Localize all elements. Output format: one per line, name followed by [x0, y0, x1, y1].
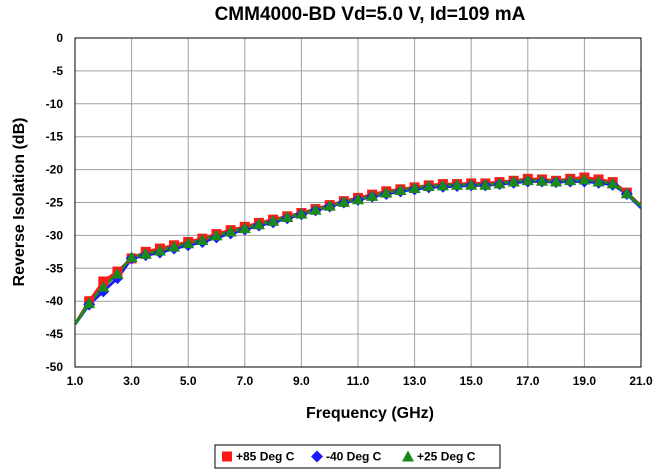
data-point-25-deg-c	[295, 207, 308, 219]
data-point-25-deg-c	[606, 177, 619, 189]
x-tick-label: 19.0	[573, 374, 597, 388]
data-point-25-deg-c	[111, 267, 124, 279]
data-point-25-deg-c	[479, 178, 492, 190]
data-point-25-deg-c	[620, 187, 633, 199]
x-tick-label: 11.0	[347, 374, 370, 388]
legend-box	[214, 444, 501, 469]
data-point-25-deg-c	[252, 218, 265, 230]
data-point-25-deg-c	[309, 203, 322, 215]
data-point-25-deg-c	[408, 182, 421, 194]
y-tick-label: -35	[46, 261, 64, 275]
data-point-25-deg-c	[210, 229, 223, 241]
data-point-25-deg-c	[168, 240, 181, 252]
data-point-25-deg-c	[521, 174, 534, 186]
x-tick-label: 7.0	[236, 374, 253, 388]
legend-label-40-deg-c: -40 Deg C	[326, 450, 382, 464]
data-point-25-deg-c	[97, 280, 110, 292]
data-point-25-deg-c	[451, 178, 464, 190]
data-point-25-deg-c	[535, 174, 548, 186]
legend-marker-25-deg-c	[402, 450, 414, 462]
data-point-25-deg-c	[337, 195, 350, 207]
chart-title: CMM4000-BD Vd=5.0 V, Id=109 mA	[215, 4, 526, 25]
data-point-25-deg-c	[125, 251, 138, 263]
x-tick-label: 3.0	[123, 374, 140, 388]
data-point-25-deg-c	[323, 199, 336, 211]
data-point-25-deg-c	[380, 186, 393, 198]
data-point-25-deg-c	[578, 173, 591, 185]
legend-label-25-deg-c: +25 Deg C	[417, 450, 476, 464]
data-point-25-deg-c	[507, 175, 520, 187]
y-tick-label: -30	[46, 228, 64, 242]
x-tick-label: 13.0	[403, 374, 427, 388]
data-point-25-deg-c	[83, 297, 96, 309]
data-point-25-deg-c	[436, 179, 449, 191]
y-tick-label: -50	[46, 360, 64, 374]
legend-marker-40-deg-c	[311, 450, 323, 463]
data-point-25-deg-c	[196, 234, 209, 246]
y-tick-label: -20	[46, 163, 64, 177]
data-point-25-deg-c	[139, 247, 152, 259]
data-point-25-deg-c	[238, 222, 251, 234]
data-point-25-deg-c	[550, 175, 563, 187]
y-tick-label: -25	[46, 196, 64, 210]
y-tick-label: 0	[56, 31, 63, 45]
y-tick-label: -45	[46, 327, 64, 341]
data-point-25-deg-c	[267, 214, 280, 226]
data-point-25-deg-c	[153, 244, 166, 256]
y-tick-label: -40	[46, 294, 64, 308]
data-point-25-deg-c	[182, 237, 195, 249]
plot-border	[74, 37, 642, 368]
x-tick-label: 15.0	[460, 374, 484, 388]
data-point-25-deg-c	[493, 177, 506, 189]
y-axis-title: Reverse Isolation (dB)	[11, 118, 28, 287]
x-axis-title: Frequency (GHz)	[306, 405, 434, 422]
data-point-25-deg-c	[352, 193, 364, 205]
data-point-25-deg-c	[394, 183, 407, 195]
y-tick-label: -15	[46, 130, 64, 144]
marker-layer	[83, 172, 633, 311]
series-markers-25-deg-c	[83, 173, 633, 309]
legend-marker-85-deg-c	[222, 451, 232, 462]
data-point-25-deg-c	[281, 210, 294, 222]
y-tick-label: -10	[46, 97, 64, 111]
y-tick-label: -5	[52, 64, 63, 78]
x-tick-label: 9.0	[293, 374, 310, 388]
x-tick-label: 5.0	[180, 374, 197, 388]
legend-label-85-deg-c: +85 Deg C	[236, 450, 295, 464]
legend: +85 Deg C -40 Deg C +25 Deg C	[214, 444, 501, 469]
data-point-25-deg-c	[422, 180, 435, 192]
data-point-25-deg-c	[592, 175, 605, 187]
data-point-25-deg-c	[366, 189, 379, 201]
data-point-25-deg-c	[564, 174, 577, 186]
x-tick-label: 21.0	[629, 374, 653, 388]
x-tick-label: 1.0	[67, 374, 84, 388]
data-point-25-deg-c	[224, 225, 237, 237]
tick-layer: 1.0 3.0 5.0 7.0 9.0 11.0 13.0 15.0 17.0 19.0 21.0 0…	[46, 31, 653, 388]
x-tick-label: 17.0	[516, 374, 540, 388]
data-point-25-deg-c	[465, 178, 478, 190]
